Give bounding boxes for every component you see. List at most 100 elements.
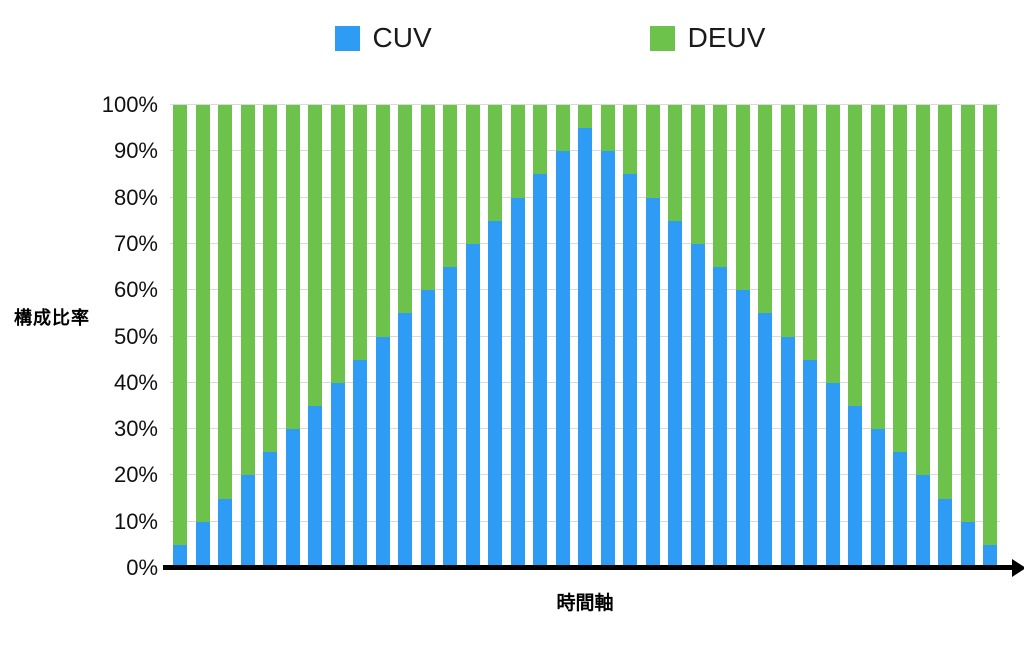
bar-segment-cuv [623,174,637,568]
bar-segment-cuv [600,151,615,568]
bar-segment-cuv [960,521,975,568]
x-axis-arrow [163,565,1013,570]
bar [308,105,322,568]
bar-segment-deuv [195,105,210,522]
bar-segment-cuv [870,429,885,568]
bar-segment-cuv [443,267,457,568]
bar [285,105,300,568]
bar [645,105,660,568]
bar [780,105,795,568]
bar-segment-cuv [420,290,435,568]
bar [690,105,705,568]
bar [578,105,592,568]
bar [758,105,772,568]
bar-segment-deuv [623,105,637,175]
bar-segment-cuv [668,220,682,568]
y-tick-label: 90% [113,138,158,164]
bar [825,105,840,568]
bar-segment-deuv [510,105,525,198]
legend-swatch-cuv-icon [334,25,360,51]
bar [983,105,997,568]
bar-segment-deuv [488,105,502,221]
bar [375,105,390,568]
bar-segment-cuv [938,498,952,568]
x-axis-title: 時間軸 [556,593,614,614]
bar-segment-deuv [420,105,435,291]
bar-segment-cuv [263,452,277,568]
bar [623,105,637,568]
bar [533,105,547,568]
bar [465,105,480,568]
y-tick-label: 40% [113,369,158,395]
bar-segment-cuv [780,336,795,568]
bar [915,105,930,568]
bar [263,105,277,568]
bar-segment-cuv [353,359,367,568]
bar-segment-deuv [668,105,682,221]
legend: CUV DEUV [38,22,1024,54]
y-tick-label: 10% [113,508,158,534]
bar-segment-deuv [803,105,817,360]
bar-segment-deuv [285,105,300,430]
bar-segment-cuv [915,475,930,568]
bar [803,105,817,568]
bar [488,105,502,568]
bar-segment-cuv [713,267,727,568]
bar-segment-cuv [735,290,750,568]
legend-swatch-deuv-icon [649,25,675,51]
plot-area: 0% 10% 20% 30% 40% 50% 60% 70% 80% 90% 100% [102,92,1013,580]
bar-segment-cuv [825,382,840,568]
y-tick-label: 30% [113,416,158,442]
bar-segment-deuv [870,105,885,430]
bar-segment-cuv [893,452,907,568]
bar-segment-deuv [465,105,480,244]
bar-segment-deuv [825,105,840,383]
bar-segment-cuv [803,359,817,568]
bar [443,105,457,568]
y-tick-label: 50% [113,323,158,349]
bar-segment-cuv [308,405,322,568]
y-tick-label: 80% [113,184,158,210]
y-tick-label: 0% [126,555,158,580]
bars [170,105,1000,568]
legend-item-cuv: CUV [334,22,432,54]
bar-segment-deuv [848,105,862,406]
bar [713,105,727,568]
bar-segment-deuv [330,105,345,383]
bar-segment-deuv [600,105,615,152]
bar-segment-deuv [555,105,570,152]
bar-segment-deuv [263,105,277,453]
bar [353,105,367,568]
bar-segment-cuv [465,243,480,568]
bar-segment-deuv [308,105,322,406]
bar-segment-cuv [398,313,412,568]
bar-segment-cuv [645,197,660,568]
bar [600,105,615,568]
bar [893,105,907,568]
bar [735,105,750,568]
bar-segment-cuv [983,544,997,568]
bar [195,105,210,568]
y-axis-title: 構成比率 [14,308,90,328]
bar-segment-deuv [645,105,660,198]
bar [218,105,232,568]
bar-segment-cuv [848,405,862,568]
bar [848,105,862,568]
bar [240,105,255,568]
bar-segment-cuv [510,197,525,568]
bar-segment-cuv [375,336,390,568]
bar-segment-deuv [353,105,367,360]
bar-segment-deuv [960,105,975,522]
bar-segment-cuv [690,243,705,568]
y-tick-label: 60% [113,277,158,303]
bar [330,105,345,568]
bar-segment-deuv [443,105,457,268]
bar-segment-deuv [533,105,547,175]
bar-segment-cuv [195,521,210,568]
bar [668,105,682,568]
y-tick-label: 100% [101,92,158,117]
bar-segment-cuv [173,544,187,568]
bar-segment-deuv [218,105,232,499]
bar-segment-deuv [938,105,952,499]
legend-label-cuv: CUV [372,22,432,53]
